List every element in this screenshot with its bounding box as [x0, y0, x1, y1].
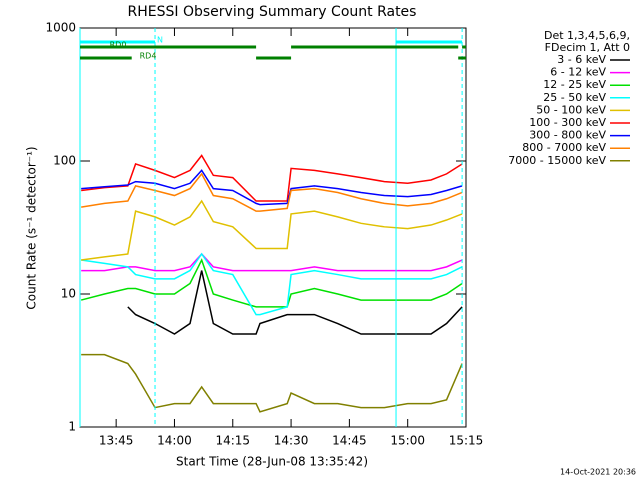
flag-label: RD0: [110, 41, 127, 50]
y-tick-label: 10: [61, 287, 76, 301]
legend-label: 12 - 25 keV: [543, 78, 606, 91]
footer: 14-Oct-2021 20:36: [560, 468, 636, 477]
y-tick-label: 100: [53, 154, 76, 168]
annotation: FDecim 1, Att 0: [545, 41, 630, 54]
flag-label: RD4: [140, 52, 157, 61]
legend-label: 6 - 12 keV: [550, 66, 606, 79]
y-tick-label: 1: [68, 420, 76, 434]
legend-label: 100 - 300 keV: [529, 116, 606, 129]
legend-label: 25 - 50 keV: [543, 91, 606, 104]
y-axis-label: Count Rate (s⁻¹ detector⁻¹): [25, 146, 39, 309]
x-tick-label: 14:00: [157, 434, 192, 448]
x-tick-label: 14:45: [332, 434, 367, 448]
x-tick-label: 14:30: [274, 434, 309, 448]
legend-label: 300 - 800 keV: [529, 129, 606, 142]
x-tick-label: 13:45: [99, 434, 134, 448]
flag-label: N: [157, 36, 163, 45]
x-axis-label: Start Time (28-Jun-08 13:35:42): [176, 455, 368, 469]
annotation: Det 1,3,4,5,6,9,: [544, 29, 630, 42]
legend-label: 3 - 6 keV: [557, 53, 606, 66]
y-tick-label: 1000: [45, 21, 76, 35]
x-tick-label: 14:15: [215, 434, 250, 448]
x-tick-label: 15:00: [390, 434, 425, 448]
legend-label: 7000 - 15000 keV: [508, 154, 606, 167]
legend-label: 50 - 100 keV: [536, 103, 606, 116]
chart-title: RHESSI Observing Summary Count Rates: [128, 4, 417, 20]
x-tick-label: 15:15: [449, 434, 484, 448]
series-line: [127, 270, 463, 335]
legend-label: 800 - 7000 keV: [522, 141, 606, 154]
